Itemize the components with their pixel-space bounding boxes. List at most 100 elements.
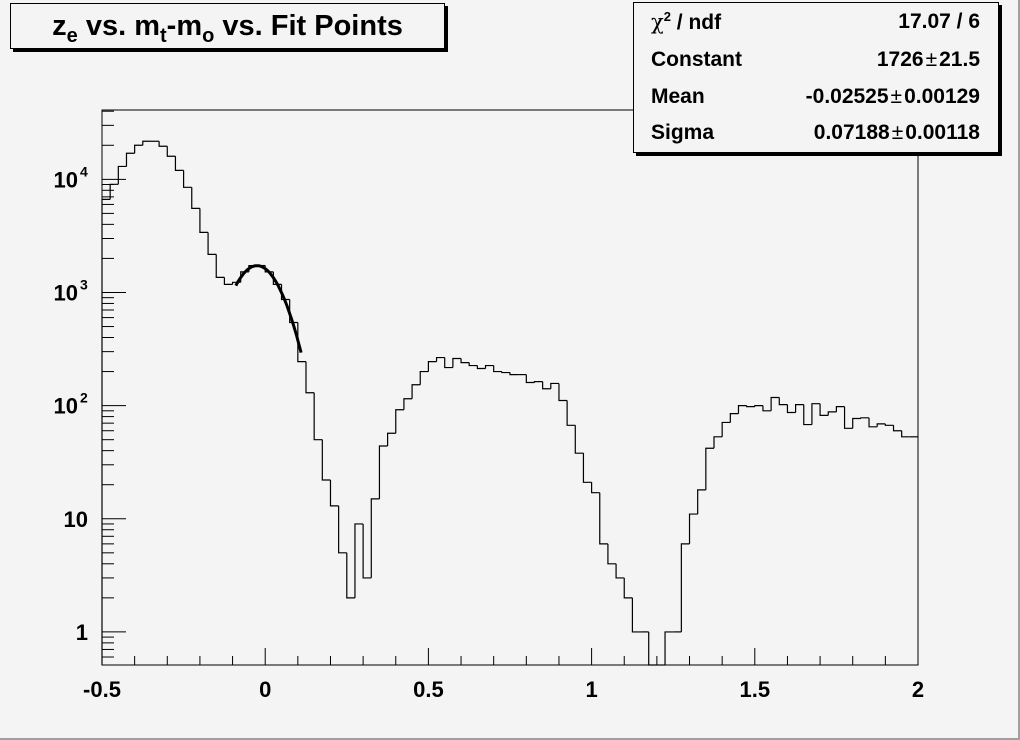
histogram-bin (762, 405, 772, 412)
histogram-bin (101, 198, 111, 665)
histogram-bin (215, 254, 225, 278)
histogram-bin (901, 430, 910, 438)
histogram-bin (843, 406, 853, 429)
y-tick-label: 1 (76, 620, 88, 645)
plus-minus-symbol: ± (925, 48, 938, 71)
stat-row-constant: Constant 1726±21.5 (651, 42, 980, 78)
title-subscript: t (159, 25, 167, 47)
x-tick-label: 1.5 (740, 677, 771, 702)
histogram-bin (623, 577, 633, 599)
histogram-bin (142, 140, 151, 146)
fit-series (234, 264, 303, 353)
histogram-bin (207, 232, 217, 256)
histogram-bin (819, 403, 829, 416)
histogram-bin (117, 165, 127, 185)
stat-label: Sigma (651, 121, 715, 144)
histogram-bin (558, 383, 568, 402)
stat-value: 17.07 / 6 (898, 10, 980, 33)
histogram-bin (721, 421, 731, 437)
histogram-bin (321, 439, 331, 481)
histogram-bin (313, 392, 323, 441)
histogram-bin (362, 523, 372, 579)
histogram-bin (811, 403, 821, 425)
canvas-edge-right (1018, 0, 1020, 740)
histogram-bin (191, 187, 200, 209)
histogram-bin (289, 299, 298, 324)
title-part: -m (166, 10, 203, 42)
plot-frame (101, 109, 919, 666)
histogram-bin (452, 357, 462, 368)
histogram-bin (338, 505, 347, 554)
y-tick-exponent: 2 (80, 390, 88, 406)
histogram-bin (444, 357, 453, 369)
x-tick-label: 0 (259, 677, 271, 702)
title-part: vs. m (77, 10, 160, 42)
y-tick-exponent: 4 (80, 163, 88, 179)
histogram-bin (493, 365, 502, 373)
stat-row-chi2: χ2 / ndf 17.07 / 6 (651, 4, 980, 40)
histogram-bin (599, 492, 608, 545)
x-tick-label: 0.5 (413, 677, 444, 702)
title-subscript: e (66, 25, 78, 47)
histogram-bin (795, 404, 804, 413)
histogram-bin (166, 146, 176, 157)
histogram-bin (435, 356, 445, 362)
histogram-bin (778, 397, 788, 406)
histogram-bin (134, 144, 143, 154)
histogram-bin (370, 498, 380, 578)
fit-curve (234, 264, 303, 353)
stat-label: Constant (651, 48, 742, 71)
histogram-bin (827, 411, 837, 416)
title-part: z (52, 10, 67, 42)
histogram-bin (574, 425, 584, 454)
histogram-bin (607, 543, 617, 565)
histogram-bin (419, 370, 429, 385)
histogram-bin (786, 404, 796, 414)
histogram-bin (411, 384, 421, 399)
histogram-bin (533, 381, 543, 383)
histogram-bin (183, 170, 192, 188)
histogram-bin (754, 405, 763, 407)
stat-label: χ2 / ndf (651, 4, 721, 40)
title-part: vs. Fit Points (214, 10, 403, 42)
histogram-bin (525, 374, 535, 384)
histogram-bin (582, 453, 592, 483)
histogram-bin (835, 406, 845, 412)
title-subscript: o (202, 25, 215, 47)
histogram-bin (501, 371, 510, 374)
plus-minus-symbol: ± (890, 85, 903, 108)
histogram-bin (387, 432, 396, 446)
histogram-bin (329, 480, 339, 507)
canvas-edge-bottom (0, 738, 1020, 740)
histogram-bin (403, 398, 413, 410)
histogram-bin (476, 365, 486, 370)
histogram-bin (395, 409, 404, 434)
y-tick-label: 10 (64, 507, 88, 532)
histogram-bin (697, 489, 706, 515)
histogram-bin (729, 413, 739, 423)
x-tick-label: -0.5 (83, 677, 121, 702)
histogram-bin (199, 208, 209, 233)
stat-error: 0.00129 (904, 85, 980, 108)
histogram-bin (427, 360, 437, 372)
stat-value: 0.07188 (813, 121, 890, 144)
histogram-bin (705, 447, 714, 490)
plus-minus-symbol: ± (891, 121, 904, 144)
histogram-bin (566, 400, 576, 426)
histogram-bin (688, 513, 698, 544)
histogram-bin (713, 436, 723, 449)
histogram-bin (550, 382, 559, 389)
histogram-bin (615, 563, 625, 579)
histogram-bin (468, 362, 478, 367)
y-tick-exponent: 3 (80, 276, 88, 292)
x-tick-label: 2 (912, 677, 924, 702)
stat-error: 21.5 (939, 48, 980, 71)
fit-stats-box: χ2 / ndf 17.07 / 6 Constant 1726±21.5 Me… (633, 2, 999, 153)
y-tick-label: 10 (54, 394, 78, 419)
histogram-bin (305, 361, 315, 394)
histogram-bin (542, 381, 551, 390)
histogram-bin (158, 141, 168, 147)
histogram-bin (378, 445, 388, 499)
